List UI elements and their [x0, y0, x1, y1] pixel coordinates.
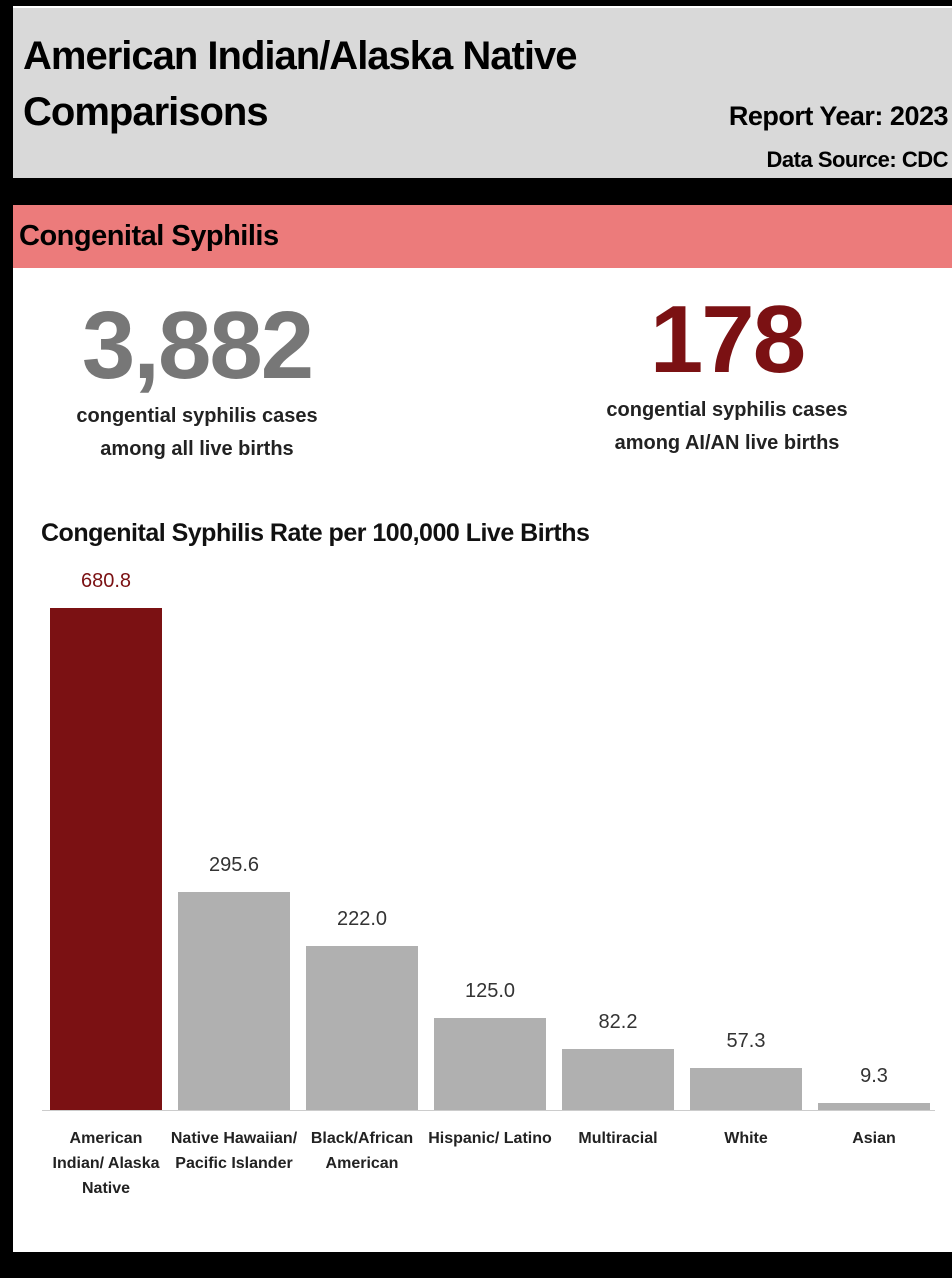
x-tick-label: American Indian/ Alaska Native [52, 1130, 160, 1197]
x-tick-label: White [724, 1130, 768, 1147]
section-title: Congenital Syphilis [19, 220, 279, 252]
value-label: 680.8 [80, 570, 132, 592]
value-label: 295.6 [208, 854, 260, 877]
data-source: Data Source: CDC [766, 147, 949, 172]
bar [50, 608, 162, 1110]
bar [562, 1049, 674, 1110]
bar [306, 946, 418, 1110]
x-tick-label: Multiracial [578, 1130, 658, 1147]
bar [178, 892, 290, 1110]
stat-value: 3,882 [81, 292, 314, 399]
baseline [42, 1110, 935, 1111]
bar [690, 1067, 802, 1110]
value-label: 82.2 [598, 1011, 638, 1034]
bar [818, 1103, 930, 1110]
value-label: 125.0 [464, 979, 516, 1002]
x-tick-label: Asian [852, 1130, 896, 1147]
stat-caption: congential syphilis cases among AI/AN li… [606, 399, 848, 454]
x-tick-label: Native Hawaiian/ Pacific Islander [170, 1130, 298, 1172]
page: American Indian/Alaska Native Comparison… [13, 6, 952, 1252]
title: American Indian/Alaska Native Comparison… [23, 34, 577, 134]
x-tick-label: Hispanic/ Latino [428, 1130, 552, 1147]
divider [13, 178, 952, 205]
header [13, 8, 952, 178]
value-label: 222.0 [336, 908, 388, 931]
section-band [13, 205, 952, 268]
value-label: 9.3 [860, 1065, 888, 1088]
x-tick-label: Black/African American [310, 1130, 414, 1172]
stat-value: 178 [649, 286, 806, 393]
chart-title: Congenital Syphilis Rate per 100,000 Liv… [41, 519, 590, 547]
value-label: 57.3 [726, 1029, 766, 1052]
report-year: Report Year: 2023 [728, 101, 949, 131]
bar [434, 1017, 546, 1110]
chart: 680.8 American Indian/ Alaska Native 295.6… [13, 6, 952, 1252]
stat-caption: congential syphilis cases among all live… [76, 405, 318, 460]
